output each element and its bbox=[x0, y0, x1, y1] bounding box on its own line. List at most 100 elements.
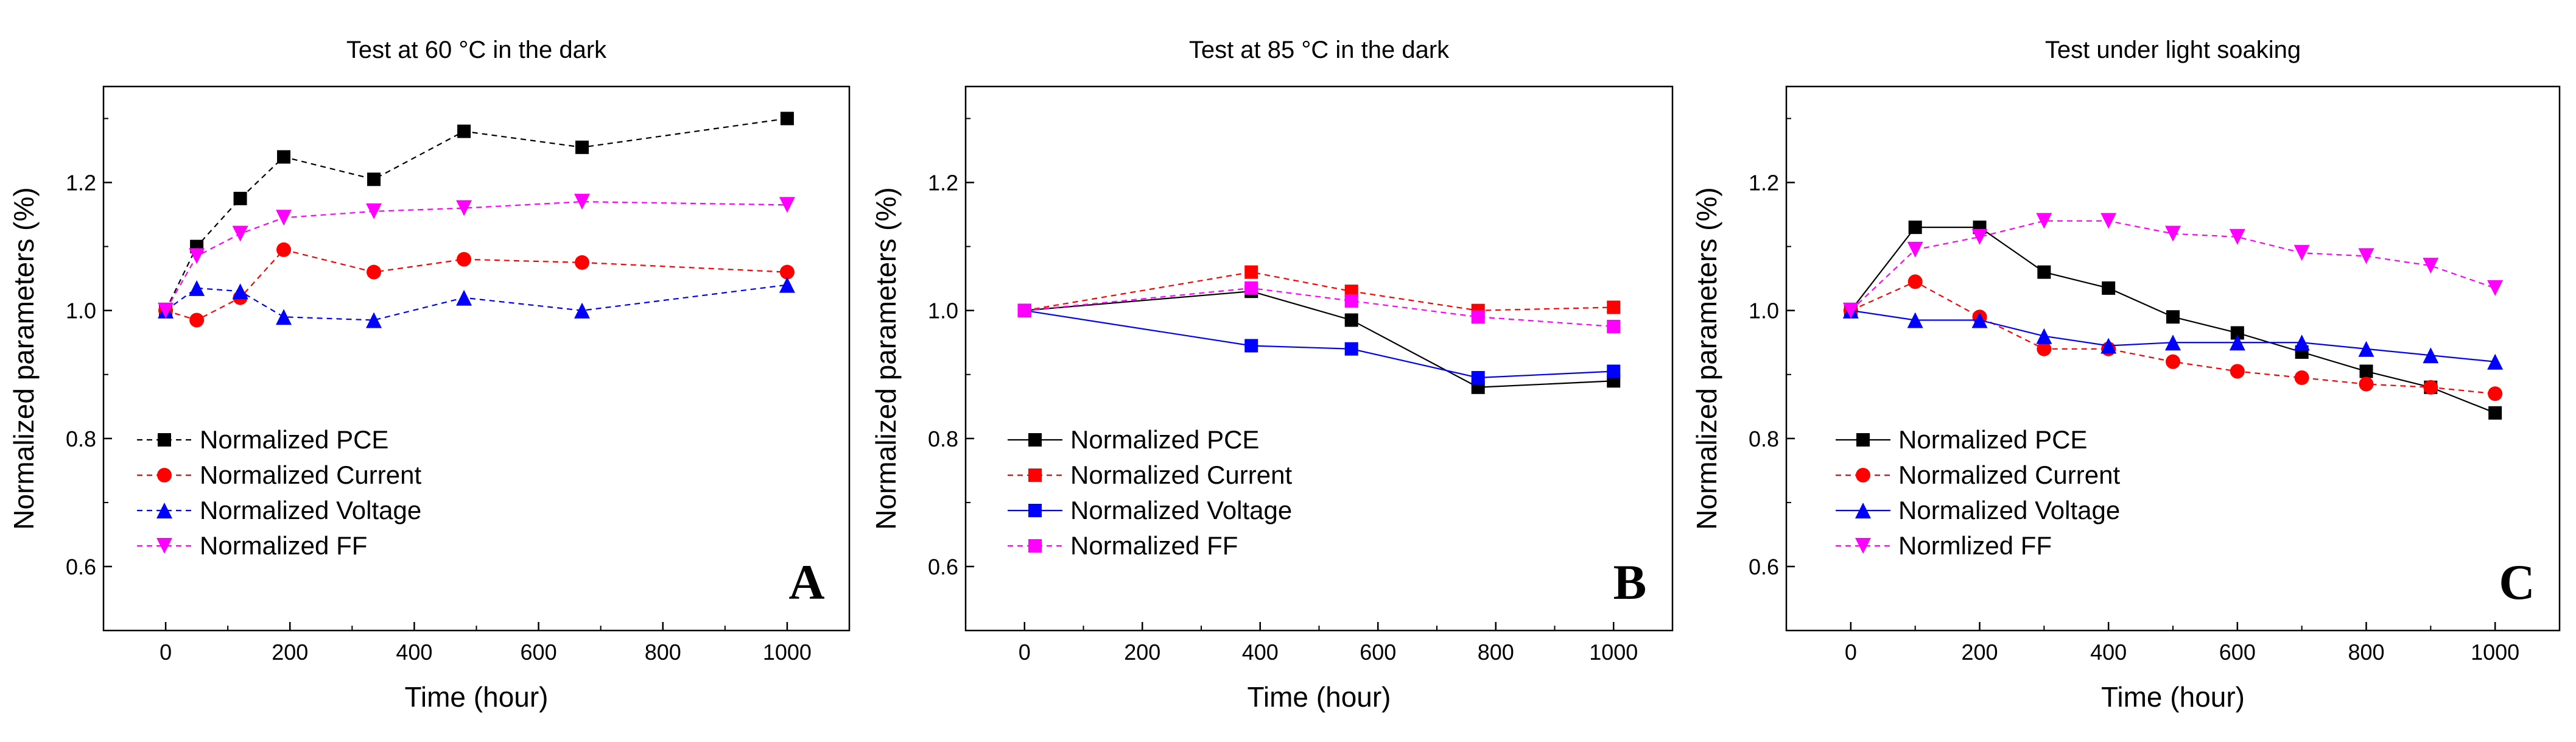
data-point bbox=[1017, 303, 1031, 317]
legend-marker bbox=[1856, 468, 1870, 482]
data-point bbox=[1971, 228, 1988, 245]
legend-marker bbox=[158, 433, 171, 447]
data-point bbox=[276, 309, 292, 325]
data-point bbox=[277, 150, 291, 164]
series-line bbox=[165, 201, 787, 311]
y-tick-label: 0.6 bbox=[928, 554, 958, 579]
chart-title: Test at 60 °C in the dark bbox=[346, 37, 607, 63]
series-1 bbox=[158, 242, 795, 328]
series-line bbox=[165, 118, 788, 311]
data-point bbox=[2165, 225, 2181, 242]
data-point bbox=[779, 277, 795, 293]
chart-title: Test under light soaking bbox=[2045, 37, 2301, 63]
data-point bbox=[2230, 326, 2244, 340]
data-point bbox=[2230, 364, 2245, 379]
legend: Normalized PCE Normalized Current Normaliz… bbox=[1836, 425, 2120, 560]
data-point bbox=[574, 302, 591, 319]
x-tick-label: 600 bbox=[2219, 640, 2256, 665]
data-point bbox=[1471, 310, 1485, 324]
legend-marker bbox=[1028, 468, 1042, 482]
x-tick-label: 400 bbox=[1242, 640, 1279, 665]
legend-label: Normalized Voltage bbox=[1898, 496, 2120, 525]
x-tick-label: 800 bbox=[1478, 640, 1514, 665]
data-point bbox=[1607, 364, 1621, 378]
data-point bbox=[1607, 319, 1621, 333]
data-point bbox=[1907, 312, 1923, 328]
data-point bbox=[2100, 337, 2117, 354]
panel-letter: B bbox=[1613, 554, 1647, 610]
y-tick-label: 0.8 bbox=[66, 426, 96, 451]
x-tick-label: 400 bbox=[2090, 640, 2127, 665]
x-tick-label: 1000 bbox=[1589, 640, 1638, 665]
legend: Normalized PCE Normalized Current Normaliz… bbox=[1008, 425, 1292, 560]
data-point bbox=[780, 111, 794, 125]
data-point bbox=[2423, 380, 2438, 395]
data-point bbox=[2487, 280, 2504, 296]
data-point bbox=[574, 194, 591, 210]
data-point bbox=[2229, 228, 2245, 245]
legend-marker bbox=[1855, 538, 1871, 554]
data-point bbox=[1344, 294, 1358, 308]
legend-label: Normalized Current bbox=[200, 461, 421, 489]
x-tick-label: 0 bbox=[1845, 640, 1857, 665]
x-tick-label: 800 bbox=[2348, 640, 2384, 665]
legend-marker bbox=[156, 538, 172, 554]
x-axis-label: Time (hour) bbox=[1248, 681, 1391, 713]
data-point bbox=[456, 289, 472, 306]
legend-label: Normalized PCE bbox=[1898, 425, 2087, 454]
data-point bbox=[2488, 406, 2502, 420]
data-point bbox=[2293, 245, 2310, 261]
data-point bbox=[2036, 328, 2052, 344]
y-tick-label: 0.6 bbox=[1749, 554, 1779, 579]
data-point bbox=[1344, 313, 1358, 327]
data-point bbox=[2488, 386, 2503, 401]
data-point bbox=[2037, 341, 2052, 356]
data-point bbox=[2358, 248, 2374, 264]
data-point bbox=[2165, 334, 2181, 351]
series-2 bbox=[158, 277, 795, 328]
legend-label: Normalized Current bbox=[1070, 461, 1292, 489]
data-point bbox=[1344, 342, 1358, 356]
y-tick-label: 1.2 bbox=[928, 171, 958, 196]
y-axis-label: Normalized parameters (%) bbox=[8, 187, 40, 529]
data-point bbox=[2166, 354, 2180, 369]
data-point bbox=[1907, 241, 1923, 258]
data-point bbox=[1907, 274, 1923, 289]
legend-label: Normalized Voltage bbox=[1070, 496, 1292, 525]
x-tick-label: 0 bbox=[160, 640, 172, 665]
data-point bbox=[1471, 371, 1485, 385]
data-point bbox=[1244, 339, 1258, 353]
data-point bbox=[367, 264, 382, 280]
panel-letter: C bbox=[2499, 554, 2535, 610]
y-tick-label: 1.2 bbox=[66, 171, 96, 196]
legend-label: Normlized FF bbox=[1898, 531, 2052, 560]
chart-title: Test at 85 °C in the dark bbox=[1189, 37, 1450, 63]
series-line bbox=[165, 249, 787, 321]
y-tick-label: 0.6 bbox=[66, 554, 96, 579]
data-point bbox=[1607, 300, 1621, 314]
series-3 bbox=[158, 194, 795, 319]
data-point bbox=[232, 283, 248, 300]
data-point bbox=[2229, 334, 2245, 351]
legend: Normalized PCE Normalized Current Normaliz… bbox=[137, 425, 421, 560]
series-3 bbox=[1842, 213, 2504, 319]
data-point bbox=[575, 140, 589, 154]
data-point bbox=[2359, 376, 2374, 392]
x-tick-label: 1000 bbox=[763, 640, 812, 665]
data-point bbox=[2423, 347, 2439, 364]
panel-b: Test at 85 °C in the dark 0 200 400 600 800 10… bbox=[870, 37, 1674, 713]
x-tick-label: 600 bbox=[1360, 640, 1396, 665]
data-point bbox=[2037, 265, 2051, 279]
x-axis-label: Time (hour) bbox=[405, 681, 549, 713]
data-point bbox=[189, 280, 205, 296]
data-point bbox=[1842, 302, 1859, 319]
x-tick-label: 1000 bbox=[2471, 640, 2519, 665]
x-tick-label: 400 bbox=[396, 640, 432, 665]
data-point bbox=[2100, 213, 2117, 229]
series-2 bbox=[1842, 302, 2504, 370]
legend-marker bbox=[1028, 539, 1042, 553]
data-point bbox=[779, 264, 795, 280]
data-point bbox=[2359, 364, 2373, 378]
legend-marker bbox=[1028, 433, 1042, 447]
